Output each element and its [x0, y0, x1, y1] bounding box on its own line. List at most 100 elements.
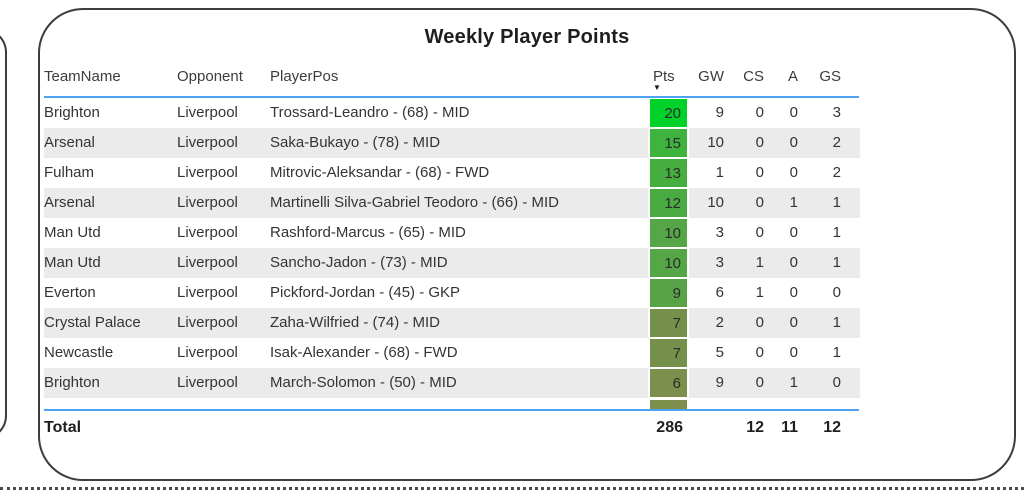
- pts-cell: 9: [648, 278, 689, 308]
- cell-gs: 0: [832, 284, 841, 301]
- table-row[interactable]: Man Utd Liverpool Sancho-Jadon - (73) - …: [44, 248, 860, 278]
- row-filler: [847, 158, 860, 188]
- cell-teamname: Brighton: [44, 374, 100, 391]
- cell-playerpos: Isak-Alexander - (68) - FWD: [270, 344, 458, 361]
- cell-gs: 1: [832, 194, 841, 211]
- pts-cell: 7: [648, 308, 689, 338]
- row-filler: [847, 248, 860, 278]
- cell-playerpos: Zaha-Wilfried - (74) - MID: [270, 314, 441, 331]
- pts-cell: 15: [648, 128, 689, 158]
- cell-cs: 0: [755, 104, 764, 121]
- table-row[interactable]: Crystal Palace Liverpool Zaha-Wilfried -…: [44, 308, 860, 338]
- column-header-a[interactable]: A: [787, 68, 798, 85]
- cell-gw: 5: [715, 344, 724, 361]
- cell-opponent: Liverpool: [177, 284, 238, 301]
- row-filler: [847, 128, 860, 158]
- visual-title: Weekly Player Points: [424, 26, 630, 48]
- cell-opponent: Liverpool: [177, 134, 238, 151]
- table-header-row: TeamName Opponent PlayerPos Pts ▼ GW CS …: [44, 58, 860, 96]
- total-label: Total: [44, 419, 82, 436]
- pts-cell: 13: [648, 158, 689, 188]
- total-gs: 12: [823, 419, 841, 436]
- cell-gs: 0: [832, 374, 841, 391]
- cell-playerpos: March-Solomon - (50) - MID: [270, 374, 457, 391]
- cell-gw: 1: [715, 164, 724, 181]
- page-edge-dotted-line: [0, 487, 1024, 490]
- cell-playerpos: Sancho-Jadon - (73) - MID: [270, 254, 448, 271]
- cell-opponent: Liverpool: [177, 314, 238, 331]
- table-body: Brighton Liverpool Trossard-Leandro - (6…: [44, 98, 860, 398]
- cell-cs: 0: [755, 224, 764, 241]
- row-filler: [847, 278, 860, 308]
- cell-teamname: Arsenal: [44, 194, 95, 211]
- row-filler: [847, 338, 860, 368]
- cell-gw: 3: [715, 224, 724, 241]
- cell-gw: 9: [715, 374, 724, 391]
- cell-cs: 0: [755, 164, 764, 181]
- column-header-opponent[interactable]: Opponent: [177, 68, 243, 85]
- pts-cell: 10: [648, 248, 689, 278]
- cell-gw: 3: [715, 254, 724, 271]
- cell-teamname: Everton: [44, 284, 96, 301]
- cell-cs: 1: [755, 254, 764, 271]
- cell-opponent: Liverpool: [177, 164, 238, 181]
- row-filler: [847, 308, 860, 338]
- cell-gw: 6: [715, 284, 724, 301]
- cell-cs: 0: [755, 344, 764, 361]
- table-row[interactable]: Man Utd Liverpool Rashford-Marcus - (65)…: [44, 218, 860, 248]
- cell-opponent: Liverpool: [177, 344, 238, 361]
- cell-a: 1: [789, 194, 798, 211]
- cell-opponent: Liverpool: [177, 374, 238, 391]
- cell-a: 0: [789, 344, 798, 361]
- column-header-cs[interactable]: CS: [743, 68, 764, 85]
- cell-teamname: Arsenal: [44, 134, 95, 151]
- cell-teamname: Man Utd: [44, 254, 101, 271]
- column-header-playerpos[interactable]: PlayerPos: [270, 68, 339, 85]
- cell-cs: 0: [755, 134, 764, 151]
- cell-gs: 1: [832, 254, 841, 271]
- cell-a: 1: [789, 374, 798, 391]
- clipped-row: [44, 398, 860, 409]
- cell-cs: 0: [755, 314, 764, 331]
- table-row[interactable]: Brighton Liverpool Trossard-Leandro - (6…: [44, 98, 860, 128]
- column-header-gw[interactable]: GW: [698, 68, 724, 85]
- table-row[interactable]: Arsenal Liverpool Saka-Bukayo - (78) - M…: [44, 128, 860, 158]
- cell-teamname: Crystal Palace: [44, 314, 141, 331]
- column-header-teamname[interactable]: TeamName: [44, 68, 121, 85]
- cell-gs: 3: [832, 104, 841, 121]
- cell-cs: 0: [755, 374, 764, 391]
- cell-a: 0: [789, 314, 798, 331]
- player-points-table: TeamName Opponent PlayerPos Pts ▼ GW CS …: [44, 58, 860, 444]
- header-separator-line: [44, 96, 859, 98]
- column-header-gs[interactable]: GS: [819, 68, 841, 85]
- table-row[interactable]: Fulham Liverpool Mitrovic-Aleksandar - (…: [44, 158, 860, 188]
- cell-gw: 10: [707, 194, 724, 211]
- sort-descending-icon: ▼: [653, 83, 661, 92]
- table-row[interactable]: Arsenal Liverpool Martinelli Silva-Gabri…: [44, 188, 860, 218]
- row-filler: [847, 368, 860, 398]
- header-filler: [847, 58, 860, 96]
- cell-gw: 2: [715, 314, 724, 331]
- table-row[interactable]: Everton Liverpool Pickford-Jordan - (45)…: [44, 278, 860, 308]
- table-row[interactable]: Newcastle Liverpool Isak-Alexander - (68…: [44, 338, 860, 368]
- cell-opponent: Liverpool: [177, 224, 238, 241]
- cell-a: 0: [789, 254, 798, 271]
- adjacent-visual-border: [0, 28, 7, 440]
- cell-playerpos: Trossard-Leandro - (68) - MID: [270, 104, 470, 121]
- total-gw: [689, 411, 730, 444]
- cell-gs: 2: [832, 164, 841, 181]
- cell-teamname: Brighton: [44, 104, 100, 121]
- cell-playerpos: Martinelli Silva-Gabriel Teodoro - (66) …: [270, 194, 559, 211]
- pts-cell: 7: [648, 338, 689, 368]
- row-filler: [847, 188, 860, 218]
- clipped-pts-cell: [648, 398, 689, 409]
- column-header-pts[interactable]: Pts ▼: [648, 58, 689, 96]
- table-row[interactable]: Brighton Liverpool March-Solomon - (50) …: [44, 368, 860, 398]
- cell-a: 0: [789, 134, 798, 151]
- cell-playerpos: Mitrovic-Aleksandar - (68) - FWD: [270, 164, 490, 181]
- cell-cs: 1: [755, 284, 764, 301]
- cell-a: 0: [789, 224, 798, 241]
- cell-teamname: Man Utd: [44, 224, 101, 241]
- total-pts: 286: [656, 419, 683, 436]
